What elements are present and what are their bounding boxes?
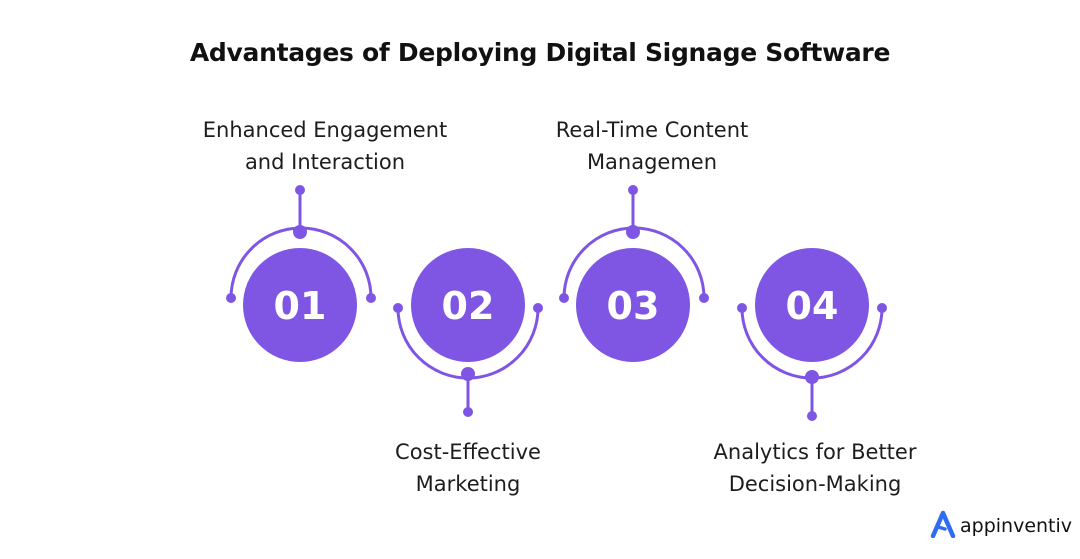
step-04-label: Analytics for Better Decision-Making	[665, 436, 965, 500]
step-01-number: 01	[274, 284, 327, 328]
step-01-circle	[243, 248, 357, 362]
step-04-arc-left-dot	[737, 303, 747, 313]
step-04-number: 04	[786, 284, 839, 328]
step-03-label: Real-Time Content Managemen	[502, 114, 802, 178]
step-04-label-line-2: Decision-Making	[728, 472, 902, 496]
appinventiv-logo-icon	[930, 510, 956, 542]
step-02: 02	[393, 248, 543, 417]
step-02-circle	[411, 248, 525, 362]
step-01-label-line-1: Enhanced Engagement	[202, 118, 448, 142]
step-01-connector-end-dot	[295, 185, 305, 195]
brand-name: appinventiv	[960, 515, 1073, 537]
step-04-connector-end-dot	[807, 411, 817, 421]
step-02-label: Cost-Effective Marketing	[318, 436, 618, 500]
step-03-label-line-2: Managemen	[586, 150, 718, 174]
step-01-arc-right-dot	[366, 293, 376, 303]
step-03-arc-top-dot	[626, 225, 640, 239]
step-02-label-line-1: Cost-Effective	[395, 440, 541, 464]
step-02-number: 02	[442, 284, 495, 328]
step-03-label-line-1: Real-Time Content	[555, 118, 749, 142]
step-03-circle	[576, 248, 690, 362]
step-04-label-line-1: Analytics for Better	[713, 440, 917, 464]
step-02-arc-right-dot	[533, 303, 543, 313]
step-04-circle	[755, 248, 869, 362]
brand-logo: appinventiv	[930, 510, 1073, 542]
step-01-arc-left-dot	[226, 293, 236, 303]
step-01-arc-top-dot	[293, 225, 307, 239]
step-04-arc-bottom-dot	[805, 370, 819, 384]
step-03-number: 03	[607, 284, 660, 328]
step-02-arc-bottom-dot	[461, 367, 475, 381]
step-02-label-line-2: Marketing	[415, 472, 521, 496]
page-title: Advantages of Deploying Digital Signage …	[189, 38, 891, 67]
step-04-arc-right-dot	[877, 303, 887, 313]
step-03-arc-right-dot	[699, 293, 709, 303]
step-02-connector-end-dot	[463, 407, 473, 417]
step-01-label: Enhanced Engagement and Interaction	[175, 114, 475, 178]
step-03-connector-end-dot	[628, 185, 638, 195]
step-03: 03	[559, 185, 709, 362]
step-03-arc-left-dot	[559, 293, 569, 303]
step-04: 04	[737, 248, 887, 421]
step-01-label-line-2: and Interaction	[244, 150, 406, 174]
step-02-arc-left-dot	[393, 303, 403, 313]
step-01: 01	[226, 185, 376, 362]
